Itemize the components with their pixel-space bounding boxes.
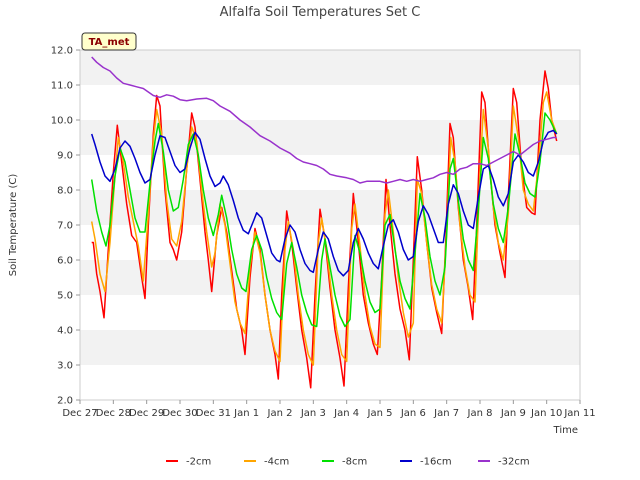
grid-band bbox=[80, 85, 580, 120]
y-tick-label: 4.0 bbox=[57, 326, 73, 337]
grid-band bbox=[80, 330, 580, 365]
x-tick-label: Dec 28 bbox=[96, 408, 131, 419]
badge-box bbox=[81, 32, 137, 51]
y-tick-label: 7.0 bbox=[57, 221, 73, 232]
y-axis-title: Soil Temperature (C) bbox=[8, 174, 19, 277]
grid-band bbox=[80, 365, 580, 400]
y-tick-label: 11.0 bbox=[51, 81, 73, 92]
x-tick-label: Jan 4 bbox=[333, 408, 359, 419]
x-tick-label: Dec 31 bbox=[196, 408, 231, 419]
x-tick-label: Jan 8 bbox=[467, 408, 493, 419]
legend-label: -16cm bbox=[420, 457, 452, 468]
chart-title: Alfalfa Soil Temperatures Set C bbox=[220, 5, 421, 20]
y-tick-label: 12.0 bbox=[51, 46, 73, 57]
x-tick-label: Jan 9 bbox=[500, 408, 526, 419]
x-tick-label: Jan 7 bbox=[433, 408, 459, 419]
y-tick-label: 6.0 bbox=[57, 256, 73, 267]
series-line-neg8cm bbox=[90, 112, 558, 328]
x-tick-label: Jan 1 bbox=[233, 408, 259, 419]
series-lines bbox=[90, 56, 558, 389]
series-line-neg16cm bbox=[90, 129, 558, 277]
y-tick-label: 3.0 bbox=[57, 361, 73, 372]
legend-label: -4cm bbox=[264, 457, 289, 468]
x-tick-label: Jan 10 bbox=[530, 408, 562, 419]
x-tick-label: Jan 3 bbox=[300, 408, 326, 419]
y-tick-label: 5.0 bbox=[57, 291, 73, 302]
legend: -2cm -4cm -8cm -16cm -32cm bbox=[166, 457, 530, 468]
legend-label: -32cm bbox=[498, 457, 530, 468]
x-tick-label: Jan 2 bbox=[267, 408, 293, 419]
legend-label: -8cm bbox=[342, 457, 367, 468]
y-tick-label: 8.0 bbox=[57, 186, 73, 197]
grid-band bbox=[80, 295, 580, 330]
x-tick-label: Dec 29 bbox=[129, 408, 164, 419]
x-tick-label: Dec 27 bbox=[62, 408, 97, 419]
x-tick-label: Jan 5 bbox=[367, 408, 393, 419]
x-axis-title: Time bbox=[553, 425, 578, 436]
legend-label: -2cm bbox=[186, 457, 211, 468]
x-tick-label: Jan 11 bbox=[563, 408, 595, 419]
y-axis: 2.0 3.0 4.0 5.0 6.0 7.0 8.0 9.0 10.0 11.0 12.0 bbox=[51, 46, 80, 407]
ta-met-badge: TA_met bbox=[81, 32, 137, 51]
series-line-neg32cm bbox=[91, 56, 557, 184]
grid-band bbox=[80, 190, 580, 225]
x-tick-label: Jan 6 bbox=[400, 408, 426, 419]
grid-band bbox=[80, 50, 580, 85]
y-tick-label: 9.0 bbox=[57, 151, 73, 162]
grid-bands bbox=[80, 50, 580, 400]
badge-label: TA_met bbox=[89, 37, 130, 48]
grid-band bbox=[80, 155, 580, 190]
x-tick-label: Dec 30 bbox=[162, 408, 197, 419]
y-tick-label: 10.0 bbox=[51, 116, 73, 127]
y-tick-label: 2.0 bbox=[57, 396, 73, 407]
